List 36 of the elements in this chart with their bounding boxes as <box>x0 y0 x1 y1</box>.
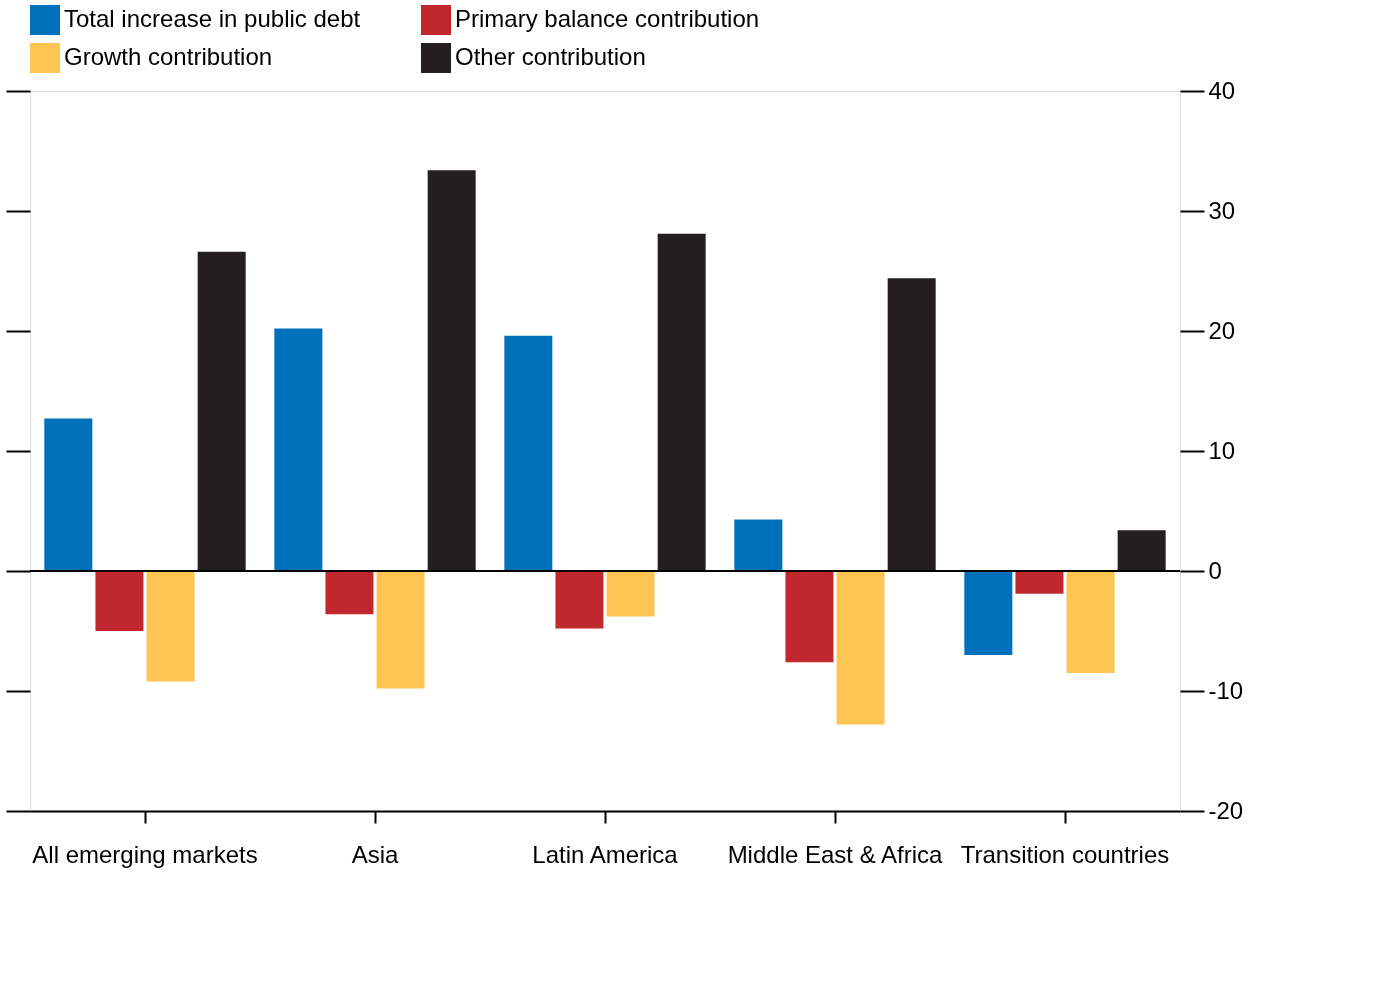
bar <box>1015 571 1064 594</box>
bar <box>376 571 425 689</box>
bar <box>197 251 246 571</box>
bar <box>146 571 195 682</box>
x-tick-label: Middle East & Africa <box>727 840 944 868</box>
bar <box>785 571 834 663</box>
bar <box>1117 530 1166 571</box>
bar <box>836 571 885 725</box>
bar <box>274 328 323 571</box>
y-tick-label: 40 <box>1208 76 1236 104</box>
bar <box>657 233 706 571</box>
x-tick-label: All emerging markets <box>32 840 258 868</box>
bar <box>325 571 374 615</box>
bar <box>606 571 655 617</box>
bar <box>427 170 476 571</box>
y-tick-label: 0 <box>1208 556 1222 584</box>
x-tick-label: Asia <box>351 840 399 868</box>
bar <box>44 418 93 571</box>
x-tick-label: Latin America <box>532 840 679 868</box>
legend-label: Other contribution <box>455 43 646 70</box>
x-tick-label: Transition countries <box>960 840 1170 868</box>
y-tick-label: 30 <box>1208 196 1236 224</box>
bar <box>95 571 144 631</box>
bar <box>887 278 936 571</box>
y-tick-label: -10 <box>1208 676 1244 704</box>
bar <box>504 335 553 571</box>
y-tick-label: 10 <box>1208 436 1236 464</box>
y-tick-label: -20 <box>1208 796 1244 824</box>
legend-label: Primary balance contribution <box>455 5 760 32</box>
y-tick-label: 20 <box>1208 316 1236 344</box>
legend-label: Total increase in public debt <box>64 5 361 32</box>
legend-label: Growth contribution <box>64 43 273 70</box>
bar <box>1066 571 1115 673</box>
bar <box>555 571 604 629</box>
bar <box>734 519 783 571</box>
bar <box>964 571 1013 655</box>
